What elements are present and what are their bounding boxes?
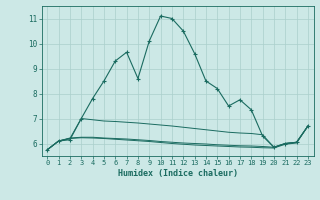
X-axis label: Humidex (Indice chaleur): Humidex (Indice chaleur)	[118, 169, 237, 178]
